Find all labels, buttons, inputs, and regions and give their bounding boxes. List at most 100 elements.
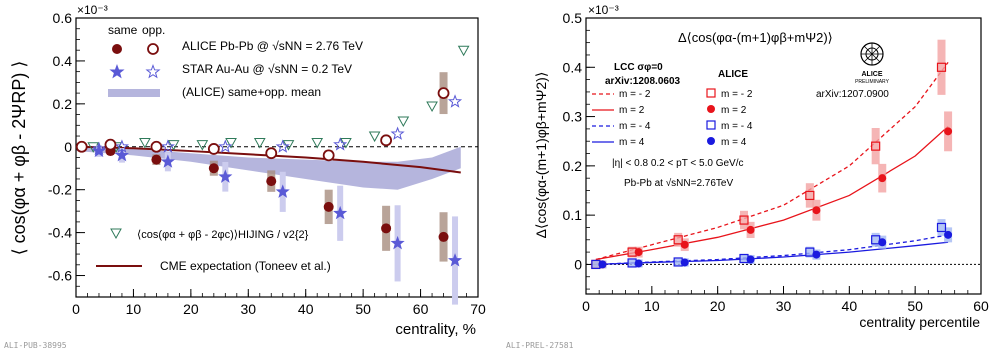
- star-same-point: [390, 235, 405, 250]
- right-legend: m = - 2 m = - 2 m = 2 m = 2 m = - 4 m = - 4 m …: [592, 88, 753, 148]
- pbpb-label: Pb-Pb at √sNN=2.76TeV: [624, 177, 733, 189]
- y-tick-label: 0.2: [53, 96, 73, 112]
- left-y-axis-label: ⟨ cos(φα + φβ - 2ΨRP) ⟩: [9, 61, 29, 256]
- data-point-circle: [598, 260, 607, 269]
- hijing-point: [253, 137, 266, 149]
- x-tick-label: 0: [72, 301, 80, 317]
- x-tick-label: 70: [470, 301, 486, 317]
- data-point-circle: [944, 127, 953, 136]
- right-exponent: ×10⁻³: [588, 3, 619, 17]
- x-tick-label: 10: [644, 298, 660, 314]
- y-tick-label: -0.2: [48, 182, 72, 198]
- y-tick-label: 0.3: [563, 109, 583, 125]
- star-opp-point: [333, 137, 348, 151]
- y-tick-label: 0.2: [563, 158, 583, 174]
- logo-subtext: PRELIMINARY: [855, 79, 889, 85]
- data-point-circle: [746, 255, 755, 264]
- x-tick-label: 30: [240, 301, 256, 317]
- sys-box: [591, 260, 600, 269]
- legend-alice-marker: [706, 88, 716, 98]
- y-tick-label: -0.6: [48, 268, 72, 284]
- sys-box: [805, 183, 814, 208]
- legend-alice-label: ALICE Pb-Pb @ √sNN = 2.76 TeV: [182, 39, 363, 53]
- left-plot-frame: [75, 17, 479, 298]
- data-point-circle: [878, 238, 887, 247]
- hijing-point: [426, 101, 438, 113]
- star-same-point: [447, 253, 463, 267]
- hijing-point: [368, 131, 381, 143]
- x-tick-label: 40: [842, 298, 858, 314]
- legend-alice-label: m = 2: [721, 105, 747, 116]
- y-tick-label: 0.6: [53, 10, 73, 26]
- legend-opp-label: opp.: [142, 23, 165, 37]
- data-point-circle: [812, 250, 821, 259]
- data-point-square: [936, 62, 947, 72]
- x-tick-label: 0: [582, 298, 590, 314]
- alice-same-point: [151, 154, 162, 165]
- lcc-line: [595, 61, 949, 261]
- legend-lcc-label: m = - 2: [619, 89, 651, 100]
- right-y-axis-label: Δ⟨cos(φα-(m+1)φβ+mΨ2)⟩: [533, 72, 549, 239]
- star-same-point: [275, 184, 290, 198]
- star-same-point: [91, 143, 107, 158]
- data-point-square: [871, 141, 881, 151]
- alice-opp-point: [75, 140, 88, 153]
- alice-opp-point: [150, 140, 163, 153]
- legend-alice-label: m = - 2: [721, 89, 753, 100]
- sys-box: [937, 219, 946, 236]
- alice-opp-point: [207, 143, 220, 155]
- right-x-axis-label: centrality percentile: [859, 314, 980, 330]
- sys-box: [740, 253, 748, 264]
- left-chart: 0 10 20 30 40 50 60 70 -0.6 -0.4 -0.2 0 0.2 0.4 0.6 ×1…: [4, 3, 486, 350]
- legend-hijing-marker: [110, 228, 122, 240]
- arxiv1-label: arXiv:1208.0603: [605, 76, 681, 87]
- data-point-circle: [944, 230, 953, 239]
- alice-label: ALICE: [718, 69, 748, 80]
- data-point-square: [936, 222, 947, 233]
- star-opp-point: [390, 126, 405, 140]
- left-exponent: ×10⁻³: [77, 3, 108, 17]
- arxiv2-label: arXiv:1207.0900: [816, 89, 889, 100]
- data-point-circle: [634, 248, 643, 257]
- y-tick-label: -0.4: [48, 225, 72, 241]
- x-tick-label: 50: [355, 301, 371, 317]
- y-tick-label: 0.1: [563, 207, 583, 223]
- sys-box: [871, 232, 880, 247]
- legend-star-same-marker: [109, 64, 125, 79]
- hijing-point: [311, 137, 324, 149]
- data-point-circle: [878, 174, 887, 183]
- sys-box: [674, 257, 683, 267]
- hijing-point: [196, 140, 209, 151]
- sys-box: [937, 39, 946, 95]
- legend-alice-same-marker: [112, 44, 122, 54]
- y-tick-label: 0.4: [53, 53, 73, 69]
- legend-alice-opp-marker: [147, 43, 159, 55]
- alice-opp-point: [380, 134, 393, 147]
- mean-band: [76, 146, 461, 190]
- legend-band-marker: [108, 89, 160, 97]
- star-opp-point: [447, 94, 463, 108]
- left-legend: same opp. ALICE Pb-Pb @ √sNN = 2.76 TeV …: [96, 23, 363, 273]
- data-point-square: [673, 235, 683, 245]
- sys-box: [871, 128, 880, 165]
- alice-same-point: [266, 176, 277, 187]
- sys-box: [674, 232, 683, 247]
- alice-logo: ALICE PRELIMINARY: [855, 42, 890, 85]
- left-x-axis-label: centrality, %: [395, 321, 476, 338]
- sys-box: [740, 210, 748, 230]
- star-same-point: [160, 154, 175, 168]
- star-same-point: [218, 169, 233, 183]
- logo-text: ALICE: [862, 71, 883, 78]
- right-chart: 0 10 20 30 40 50 60 0 0.1 0.2 0.3 0.4 0.5 ×10⁻³ cent…: [506, 3, 989, 350]
- x-tick-label: 20: [183, 301, 199, 317]
- lcc-label: LCC σφ=0: [614, 62, 663, 73]
- x-tick-label: 40: [298, 301, 314, 317]
- y-tick-label: 0.5: [563, 10, 583, 26]
- data-point-circle: [746, 225, 755, 234]
- right-title: Δ⟨cos(φα-(m+1)φβ+mΨ2)⟩: [678, 30, 833, 45]
- lcc-line: [595, 241, 949, 266]
- sys-box: [628, 258, 637, 268]
- star-same-point: [114, 147, 130, 162]
- legend-alice-marker: [707, 137, 715, 145]
- alice-opp-point: [322, 149, 335, 162]
